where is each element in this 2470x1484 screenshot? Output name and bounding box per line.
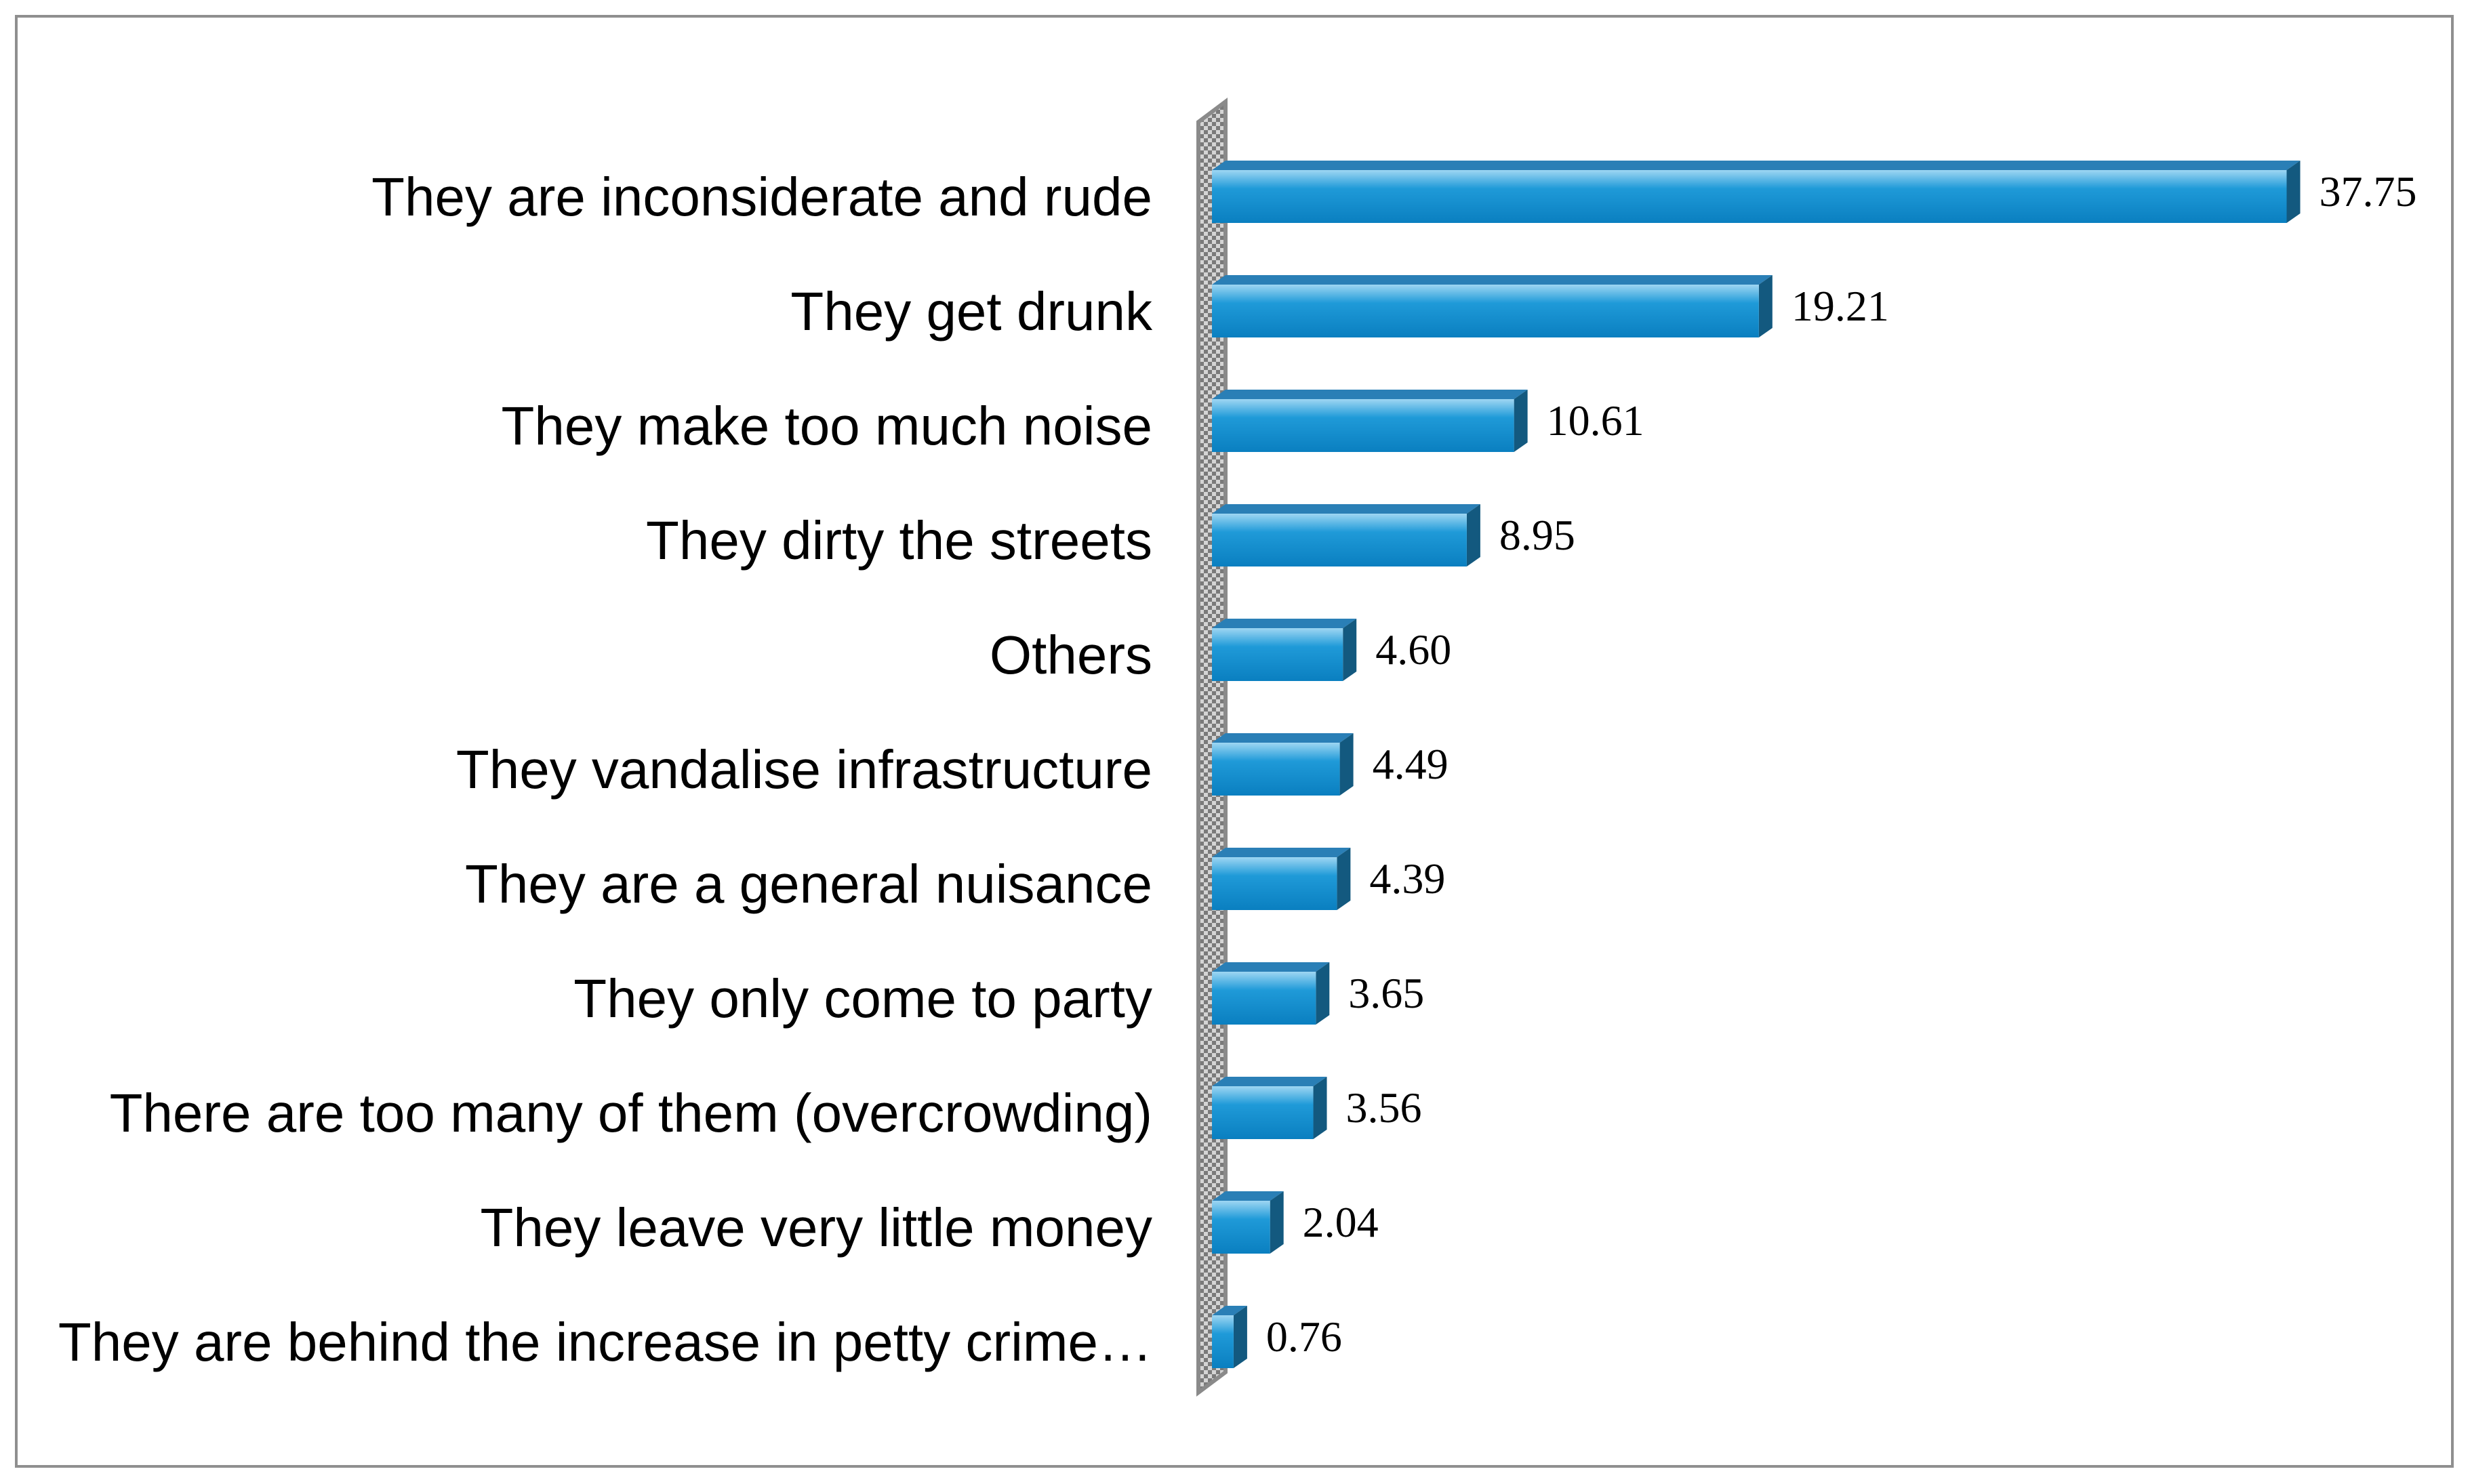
bar [1212,962,1330,1025]
bar-front-face [1212,743,1340,796]
category-label: They leave very little money [480,1197,1152,1258]
category-label: They make too much noise [502,396,1152,456]
bar-top-face [1212,275,1773,285]
value-label: 0.76 [1266,1313,1342,1361]
bar-side-face [1316,962,1330,1025]
bar [1212,161,2301,223]
bar-top-face [1212,1306,1247,1315]
bar-front-face [1212,285,1759,337]
bar-side-face [1313,1077,1327,1139]
bar-side-face [1343,619,1357,681]
bar-side-face [1339,733,1354,796]
bar [1212,733,1354,796]
bar [1212,390,1528,452]
bar-top-face [1212,504,1480,514]
bar-side-face [1233,1306,1247,1368]
bar-top-face [1212,1191,1284,1201]
bar-top-face [1212,962,1330,972]
bar [1212,1191,1284,1254]
value-label: 4.60 [1375,625,1451,674]
value-label: 10.61 [1547,396,1644,445]
bar-front-face [1212,1086,1314,1139]
bar-side-face [2286,161,2301,223]
bar-top-face [1212,733,1354,743]
value-label: 2.04 [1303,1198,1379,1246]
bar-front-face [1212,514,1467,566]
bar-top-face [1212,619,1357,628]
bar-top-face [1212,1077,1327,1086]
bars-group [1212,161,2301,1368]
bar-front-face [1212,1315,1234,1368]
value-label: 4.49 [1373,740,1449,788]
bar-front-face [1212,857,1337,910]
category-label: They are a general nuisance [465,854,1152,914]
bar-side-face [1758,275,1773,337]
bar [1212,848,1351,910]
bar [1212,1077,1327,1139]
bar-front-face [1212,399,1514,452]
value-label: 3.65 [1348,969,1424,1017]
bar [1212,619,1357,681]
category-label: There are too many of them (overcrowding… [110,1083,1152,1143]
category-label: They are behind the increase in petty cr… [58,1312,1152,1372]
bar-top-face [1212,848,1351,857]
bar-top-face [1212,390,1528,399]
bar-front-face [1212,170,2287,223]
bar-top-face [1212,161,2301,170]
category-label: They vandalise infrastructure [456,739,1152,800]
bar-front-face [1212,1201,1270,1254]
bar [1212,275,1773,337]
labels-group: They are inconsiderate and rude 37.75 They… [58,167,2417,1372]
category-label: They are inconsiderate and rude [371,167,1152,227]
value-label: 3.56 [1346,1084,1422,1132]
bar [1212,1306,1247,1368]
bar-side-face [1514,390,1528,452]
category-label: They get drunk [790,281,1153,342]
value-label: 8.95 [1499,511,1575,559]
bar [1212,504,1480,566]
bar-side-face [1270,1191,1284,1254]
bar-side-face [1337,848,1351,910]
bar-front-face [1212,972,1316,1025]
category-label: Others [990,625,1152,685]
bar-side-face [1466,504,1480,566]
bar-front-face [1212,628,1343,681]
value-label: 4.39 [1369,854,1445,903]
value-label: 19.21 [1791,282,1889,330]
value-label: 37.75 [2320,167,2417,215]
category-label: They only come to party [573,968,1152,1029]
category-label: They dirty the streets [646,510,1152,571]
